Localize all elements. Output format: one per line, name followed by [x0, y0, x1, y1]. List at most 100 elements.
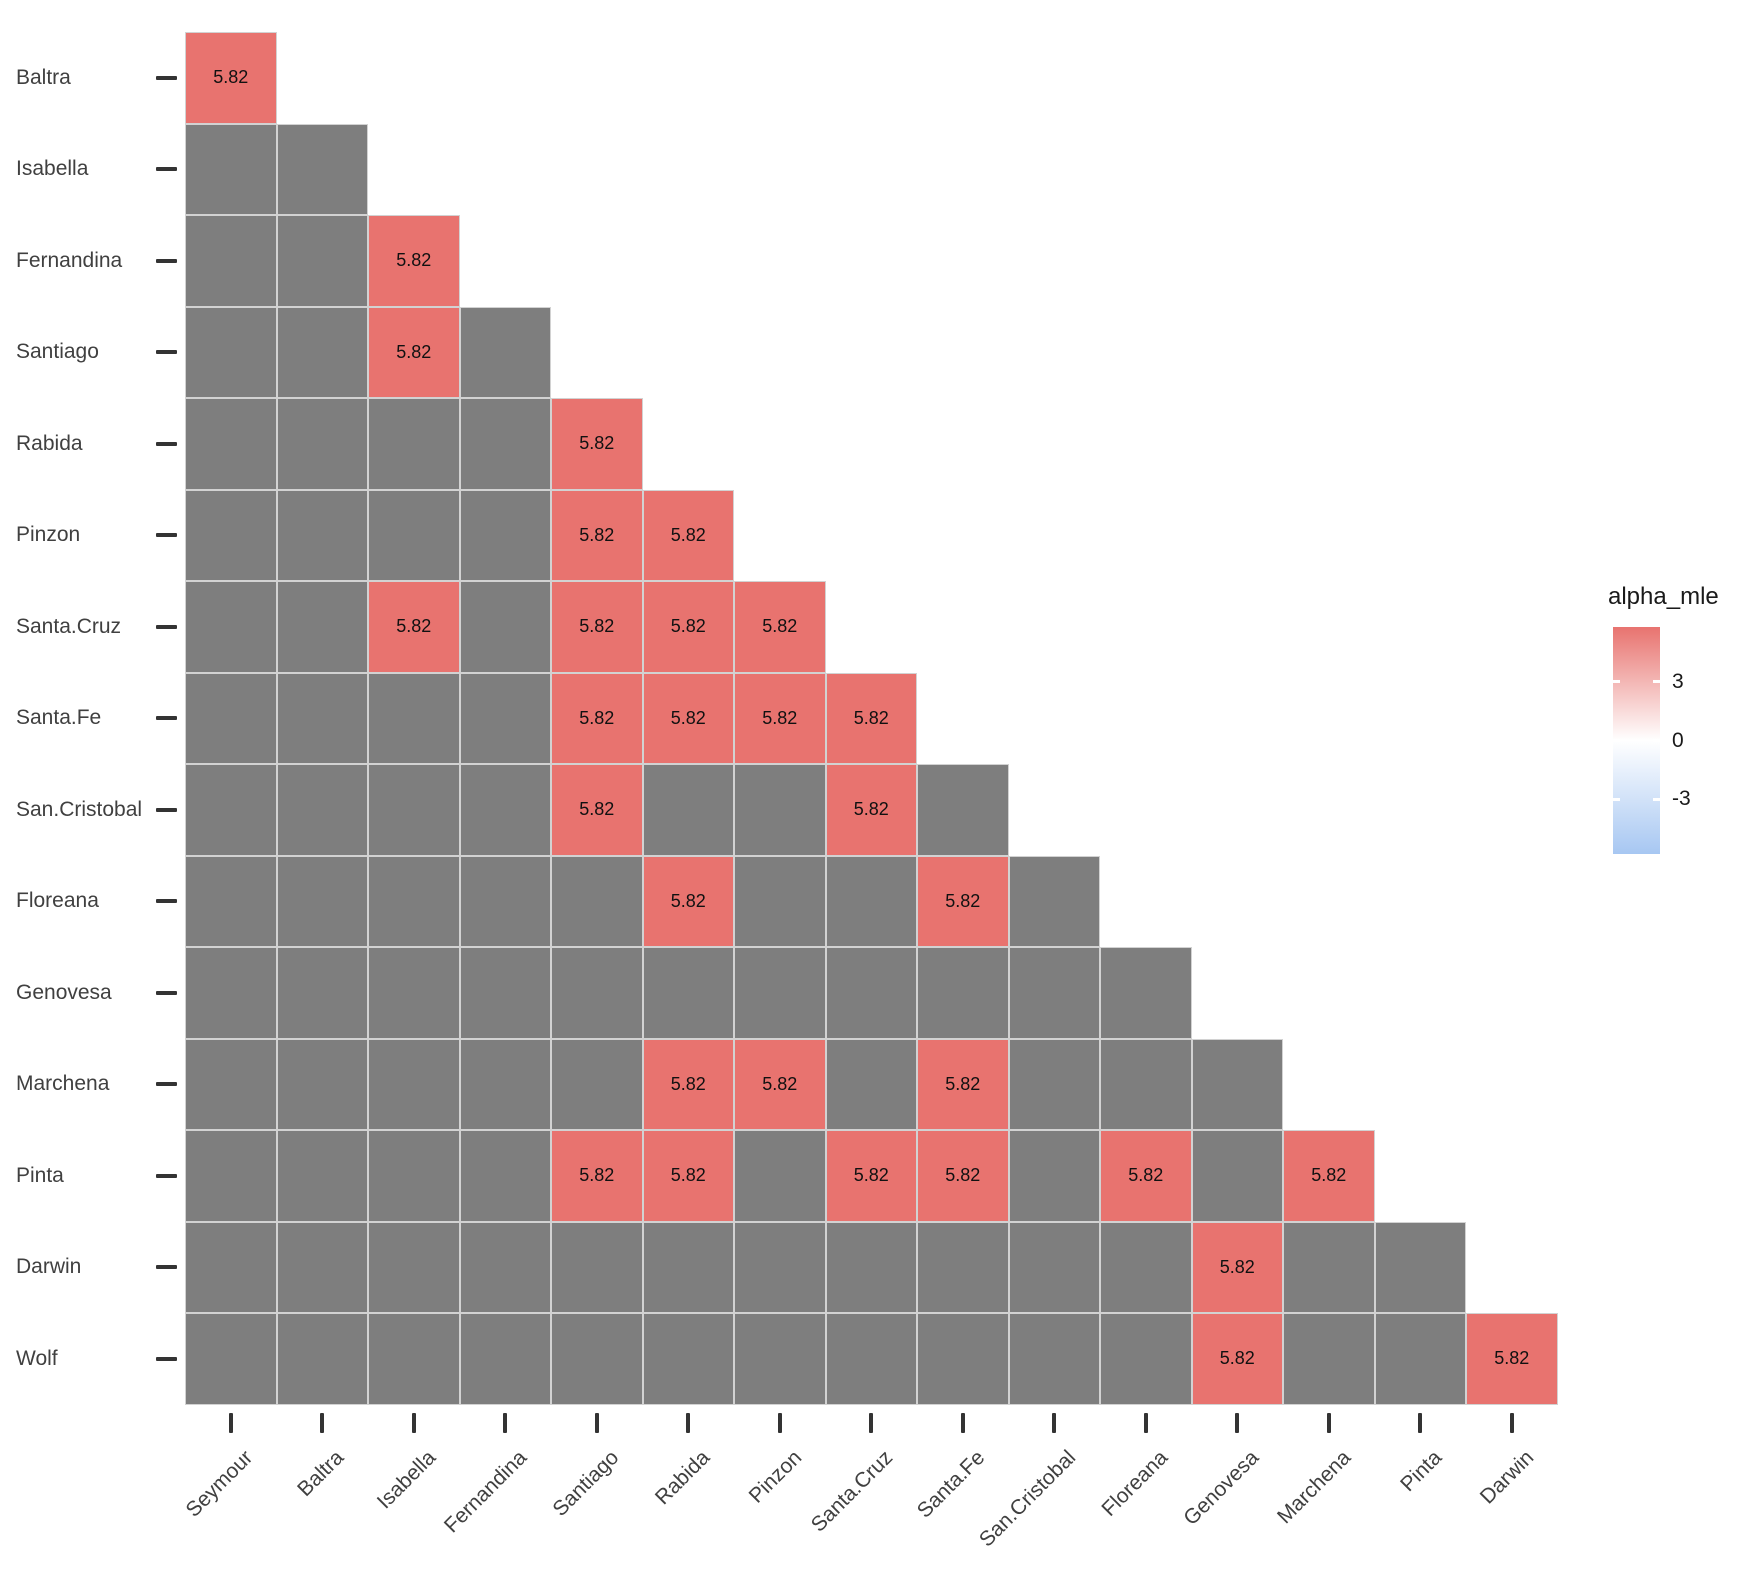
- heatmap-cell-na: [276, 306, 368, 398]
- legend-bar-tick: [1613, 739, 1620, 742]
- cell-value-label: 5.82: [579, 707, 615, 728]
- cell-value-label: 5.82: [396, 250, 432, 271]
- heatmap-cell-na: [185, 764, 277, 856]
- cell-value-label: 5.82: [579, 616, 615, 637]
- heatmap-cell-value: 5.82: [917, 855, 1009, 947]
- x-axis-tick: [1052, 1413, 1057, 1433]
- y-axis-tick: [156, 990, 177, 995]
- y-axis-tick: [156, 899, 177, 904]
- heatmap-cell-na: [276, 1313, 368, 1405]
- heatmap-cell-value: 5.82: [734, 581, 826, 673]
- heatmap-cell-na: [1008, 1130, 1100, 1222]
- heatmap-cell-na: [551, 1313, 643, 1405]
- y-axis-label: Santa.Fe: [16, 706, 102, 730]
- heatmap-cell-value: 5.82: [1100, 1130, 1192, 1222]
- cell-value-label: 5.82: [670, 1165, 706, 1186]
- heatmap-cell-na: [551, 1038, 643, 1130]
- heatmap-cell-na: [185, 947, 277, 1039]
- heatmap-cell-na: [825, 1313, 917, 1405]
- cell-value-label: 5.82: [579, 799, 615, 820]
- heatmap-cell-value: 5.82: [368, 581, 460, 673]
- heatmap-cell-na: [185, 581, 277, 673]
- y-axis-tick: [156, 1173, 177, 1178]
- y-axis-tick: [156, 1082, 177, 1087]
- heatmap-cell-na: [459, 1130, 551, 1222]
- heatmap-cell-na: [276, 1221, 368, 1313]
- heatmap-cell-na: [368, 947, 460, 1039]
- heatmap-cell-na: [1283, 1221, 1375, 1313]
- heatmap-cell-na: [185, 123, 277, 215]
- heatmap-cell-na: [185, 306, 277, 398]
- heatmap-cell-na: [276, 398, 368, 490]
- legend-bar-tick: [1653, 797, 1660, 801]
- cell-value-label: 5.82: [670, 524, 706, 545]
- heatmap-cell-na: [276, 1038, 368, 1130]
- heatmap-cell-na: [1008, 1038, 1100, 1130]
- cell-value-label: 5.82: [853, 707, 889, 728]
- heatmap-cell-na: [459, 672, 551, 764]
- cell-value-label: 5.82: [396, 341, 432, 362]
- heatmap-cell-na: [368, 1038, 460, 1130]
- heatmap-cell-na: [1374, 1313, 1466, 1405]
- cell-value-label: 5.82: [762, 707, 798, 728]
- x-axis-tick: [777, 1413, 782, 1433]
- heatmap-cell-na: [276, 947, 368, 1039]
- cell-value-label: 5.82: [670, 890, 706, 911]
- heatmap-cell-na: [368, 1221, 460, 1313]
- legend-gradient-bar: [1613, 627, 1660, 854]
- heatmap-cell-na: [551, 1221, 643, 1313]
- heatmap-cell-na: [1100, 947, 1192, 1039]
- heatmap-cell-na: [734, 947, 826, 1039]
- y-axis-tick: [156, 441, 177, 446]
- y-axis-label: Baltra: [16, 65, 71, 89]
- y-axis-tick: [156, 75, 177, 80]
- x-axis-tick: [503, 1413, 508, 1433]
- cell-value-label: 5.82: [213, 67, 249, 88]
- y-axis-tick: [156, 624, 177, 629]
- x-axis-tick: [1143, 1413, 1148, 1433]
- x-axis-tick: [1235, 1413, 1240, 1433]
- y-axis-label: Isabella: [16, 157, 89, 181]
- heatmap-cell-na: [459, 489, 551, 581]
- cell-value-label: 5.82: [762, 1073, 798, 1094]
- cell-value-label: 5.82: [762, 616, 798, 637]
- heatmap-cell-na: [1283, 1313, 1375, 1405]
- y-axis-label: San.Cristobal: [16, 797, 143, 821]
- heatmap-cell-na: [459, 855, 551, 947]
- heatmap-cell-na: [642, 947, 734, 1039]
- x-axis-tick: [686, 1413, 691, 1433]
- heatmap-cell-value: 5.82: [1283, 1130, 1375, 1222]
- heatmap-cell-na: [1008, 1313, 1100, 1405]
- heatmap-cell-na: [1100, 1221, 1192, 1313]
- heatmap-cell-na: [459, 764, 551, 856]
- heatmap-cell-value: 5.82: [368, 306, 460, 398]
- legend-bar-tick: [1613, 680, 1620, 684]
- heatmap-cell-na: [1008, 1221, 1100, 1313]
- heatmap-cell-na: [185, 672, 277, 764]
- x-axis-tick: [1326, 1413, 1331, 1433]
- heatmap-cell-na: [276, 1130, 368, 1222]
- y-axis-tick: [156, 1265, 177, 1270]
- heatmap-cell-value: 5.82: [551, 489, 643, 581]
- legend-bar-tick: [1613, 797, 1620, 801]
- legend-tick-label: -3: [1672, 787, 1691, 810]
- heatmap-cell-na: [734, 1313, 826, 1405]
- heatmap-cell-na: [734, 764, 826, 856]
- cell-value-label: 5.82: [1219, 1256, 1255, 1277]
- y-axis-label: Rabida: [16, 431, 83, 455]
- heatmap-cell-value: 5.82: [825, 764, 917, 856]
- x-axis-tick: [869, 1413, 874, 1433]
- heatmap-cell-value: 5.82: [1466, 1313, 1558, 1405]
- heatmap-cell-value: 5.82: [551, 581, 643, 673]
- y-axis-tick: [156, 533, 177, 538]
- heatmap-cell-na: [459, 1038, 551, 1130]
- cell-value-label: 5.82: [579, 433, 615, 454]
- heatmap-cell-na: [368, 764, 460, 856]
- heatmap-cell-na: [734, 1221, 826, 1313]
- heatmap-cell-value: 5.82: [825, 672, 917, 764]
- y-axis-tick: [156, 258, 177, 263]
- heatmap-cell-na: [185, 1221, 277, 1313]
- heatmap-cell-na: [459, 581, 551, 673]
- x-axis-tick: [411, 1413, 416, 1433]
